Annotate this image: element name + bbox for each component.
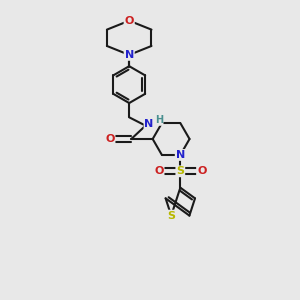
Text: S: S — [167, 211, 175, 220]
Text: S: S — [176, 166, 184, 176]
Text: O: O — [154, 166, 164, 176]
Text: O: O — [124, 16, 134, 26]
Text: H: H — [155, 115, 163, 125]
Text: O: O — [105, 134, 115, 144]
Text: O: O — [197, 166, 206, 176]
Text: N: N — [145, 119, 154, 129]
Text: N: N — [124, 50, 134, 60]
Text: N: N — [176, 150, 185, 160]
